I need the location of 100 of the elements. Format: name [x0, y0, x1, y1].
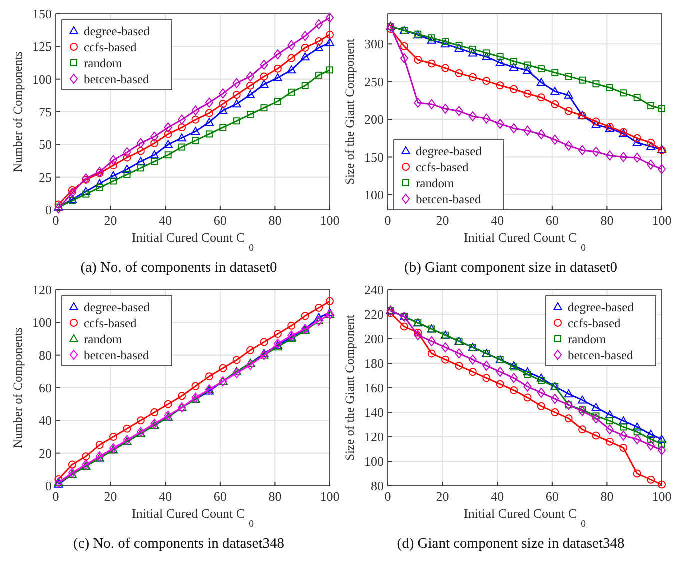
x-tick-label: 20 [104, 489, 118, 504]
point [300, 52, 310, 61]
point [206, 130, 213, 138]
y-tick-label: 120 [32, 282, 52, 298]
y-tick-label: 60 [39, 380, 52, 396]
point [510, 361, 519, 370]
text: (a) No. of components in dataset0 [80, 260, 278, 276]
point [455, 362, 464, 370]
legend-label: degree-based [416, 144, 483, 158]
point [273, 74, 282, 82]
point [428, 336, 436, 346]
point [632, 138, 642, 146]
point [496, 53, 504, 60]
point [455, 348, 464, 359]
point [247, 111, 254, 118]
point [68, 197, 76, 204]
point [592, 146, 600, 157]
point [109, 172, 118, 180]
point [496, 367, 504, 378]
point [537, 388, 546, 398]
point [232, 78, 241, 88]
point [538, 377, 545, 384]
point [218, 106, 228, 114]
point [633, 434, 642, 444]
x-tick-label: 100 [320, 213, 340, 228]
y-axis-title: Number of Components [11, 327, 25, 448]
point [646, 430, 656, 438]
point [288, 322, 296, 330]
y-tick-label: 300 [364, 36, 384, 52]
legend-label: degree-based [84, 24, 151, 38]
point [68, 188, 76, 198]
point [510, 373, 518, 384]
point [54, 204, 63, 214]
point [468, 354, 477, 365]
point [136, 138, 145, 148]
point [95, 179, 104, 188]
point [82, 187, 91, 196]
point [537, 402, 546, 410]
point [552, 69, 559, 76]
point [151, 158, 158, 166]
point [260, 60, 268, 70]
point [314, 43, 324, 52]
point [442, 64, 450, 72]
point [658, 480, 666, 489]
point [414, 330, 422, 340]
point [633, 134, 642, 142]
point [314, 313, 324, 322]
point [648, 436, 655, 443]
point [260, 104, 268, 112]
point [122, 164, 132, 173]
point [647, 476, 656, 484]
point [220, 124, 227, 132]
point [578, 406, 587, 416]
y-tick-label: 75 [39, 104, 52, 120]
point [454, 44, 464, 52]
point [315, 19, 324, 30]
point [204, 118, 214, 126]
point [178, 144, 186, 151]
legend-label: betcen-based [416, 192, 482, 206]
point [606, 84, 614, 92]
point [232, 100, 242, 108]
x-tick-label: 20 [436, 213, 450, 228]
point [510, 58, 518, 65]
point [192, 116, 200, 124]
point [564, 107, 573, 116]
point [482, 374, 491, 382]
point [606, 424, 614, 435]
point [178, 124, 186, 132]
point [496, 380, 504, 388]
point [288, 40, 296, 50]
point [428, 99, 436, 110]
point [551, 134, 560, 145]
point [442, 38, 450, 46]
point [68, 460, 76, 469]
point [537, 94, 546, 102]
point [178, 114, 186, 125]
point [96, 441, 104, 450]
text: (b) Giant component size in dataset0 [404, 260, 618, 276]
point [620, 90, 628, 97]
y-tick-label: 150 [364, 150, 384, 165]
point [510, 63, 519, 72]
point [620, 424, 628, 431]
point [482, 77, 491, 86]
point [124, 171, 131, 178]
point [469, 46, 476, 53]
legend-label: degree-based [568, 300, 635, 314]
point [455, 70, 464, 78]
y-axis-title: Size of the Giant Component [343, 38, 357, 185]
point [178, 134, 187, 142]
point [536, 374, 546, 382]
point [578, 426, 587, 434]
y-tick-label: 220 [364, 307, 384, 322]
x-tick-label: 40 [159, 213, 172, 228]
point [496, 119, 504, 130]
point [441, 40, 450, 48]
point [442, 356, 450, 364]
y-tick-label: 240 [364, 282, 384, 298]
point [288, 88, 296, 96]
point [110, 178, 118, 185]
x-tick-label: 40 [491, 213, 504, 228]
